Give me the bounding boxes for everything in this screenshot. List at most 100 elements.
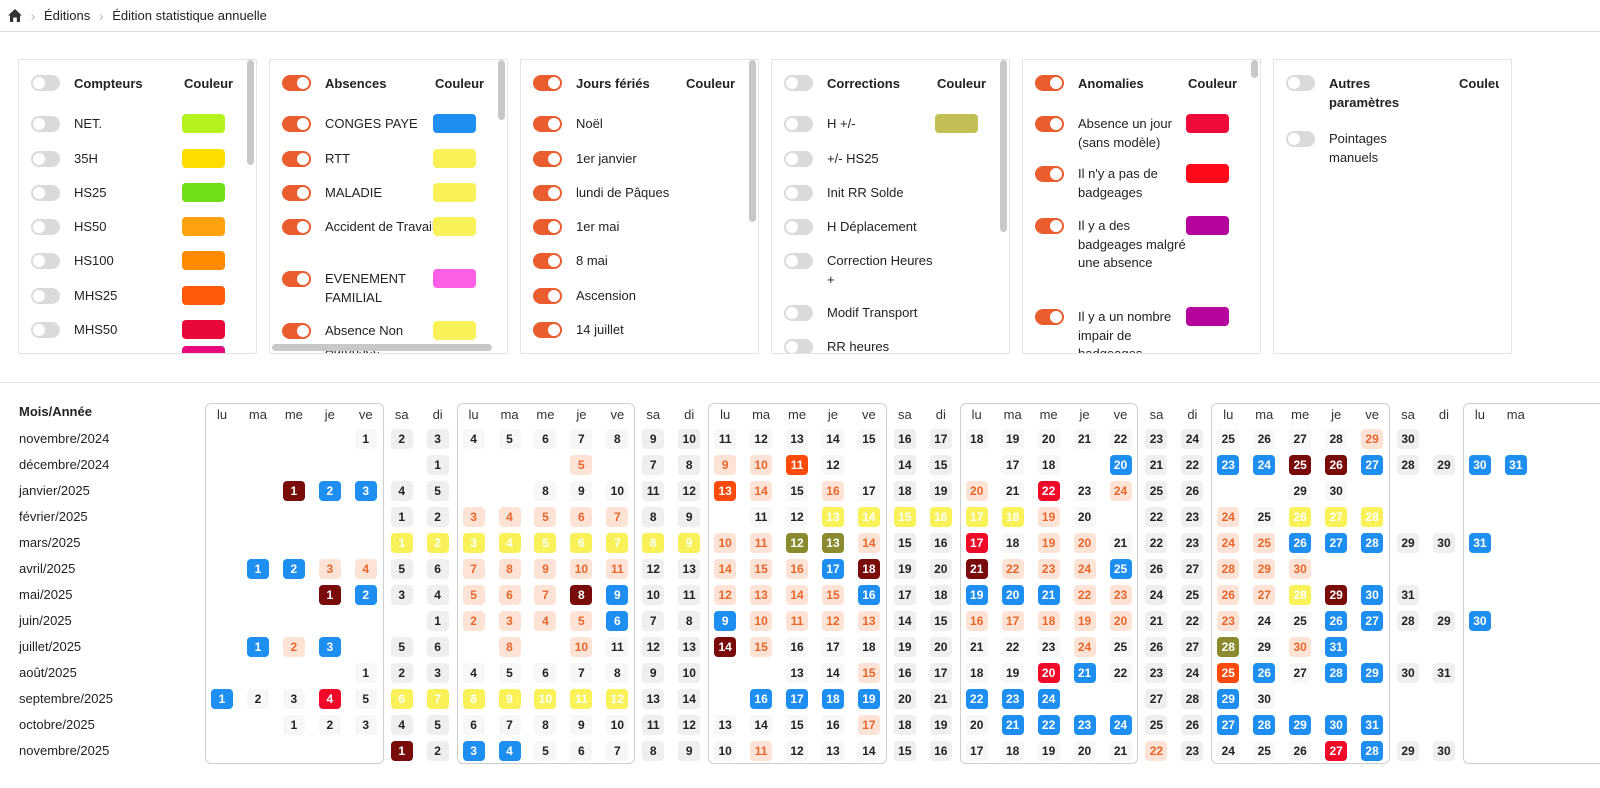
day-cell[interactable]: 22 — [965, 689, 988, 709]
day-cell[interactable]: 30 — [1289, 559, 1312, 579]
day-cell[interactable]: 30 — [1289, 637, 1312, 657]
day-cell[interactable]: 26 — [1325, 611, 1348, 631]
day-cell[interactable]: 15 — [929, 455, 952, 475]
day-cell[interactable]: 24 — [1217, 507, 1240, 527]
day-cell[interactable]: 26 — [1181, 481, 1204, 501]
day-cell[interactable]: 21 — [1037, 585, 1060, 605]
day-cell[interactable]: 17 — [965, 507, 988, 527]
item-toggle[interactable] — [1286, 131, 1315, 147]
day-cell[interactable]: 23 — [1181, 507, 1204, 527]
day-cell[interactable]: 3 — [282, 689, 305, 709]
day-cell[interactable]: 25 — [1253, 741, 1276, 761]
day-cell[interactable]: 27 — [1289, 429, 1312, 449]
day-cell[interactable]: 28 — [1217, 559, 1240, 579]
day-cell[interactable]: 3 — [462, 741, 485, 761]
day-cell[interactable]: 10 — [714, 741, 737, 761]
day-cell[interactable]: 1 — [318, 585, 341, 605]
item-toggle[interactable] — [533, 253, 562, 269]
day-cell[interactable]: 28 — [1325, 429, 1348, 449]
day-cell[interactable]: 4 — [462, 663, 485, 683]
day-cell[interactable]: 8 — [642, 507, 665, 527]
day-cell[interactable]: 3 — [462, 533, 485, 553]
day-cell[interactable]: 15 — [821, 585, 844, 605]
day-cell[interactable]: 24 — [1073, 637, 1096, 657]
day-cell[interactable]: 23 — [1217, 611, 1240, 631]
day-cell[interactable]: 26 — [1181, 715, 1204, 735]
day-cell[interactable]: 29 — [1289, 481, 1312, 501]
vertical-scrollbar[interactable] — [749, 60, 756, 222]
day-cell[interactable]: 20 — [929, 559, 952, 579]
panel-toggle[interactable] — [1286, 75, 1315, 91]
item-toggle[interactable] — [282, 271, 311, 287]
day-cell[interactable]: 25 — [1217, 663, 1240, 683]
day-cell[interactable]: 2 — [282, 559, 305, 579]
day-cell[interactable]: 6 — [570, 741, 593, 761]
day-cell[interactable]: 7 — [534, 585, 557, 605]
day-cell[interactable]: 10 — [642, 585, 665, 605]
item-toggle[interactable] — [1035, 166, 1064, 182]
day-cell[interactable]: 9 — [714, 455, 737, 475]
day-cell[interactable]: 22 — [1001, 559, 1024, 579]
day-cell[interactable]: 1 — [246, 559, 269, 579]
day-cell[interactable]: 1 — [354, 429, 377, 449]
day-cell[interactable]: 12 — [642, 637, 665, 657]
day-cell[interactable]: 9 — [642, 429, 665, 449]
day-cell[interactable]: 14 — [750, 481, 773, 501]
color-swatch[interactable] — [433, 217, 476, 236]
day-cell[interactable]: 27 — [1325, 741, 1348, 761]
day-cell[interactable]: 17 — [893, 585, 916, 605]
day-cell[interactable]: 12 — [642, 559, 665, 579]
day-cell[interactable]: 8 — [606, 663, 629, 683]
day-cell[interactable]: 8 — [606, 429, 629, 449]
item-toggle[interactable] — [282, 219, 311, 235]
day-cell[interactable]: 6 — [390, 689, 413, 709]
day-cell[interactable]: 27 — [1361, 455, 1384, 475]
day-cell[interactable]: 18 — [893, 481, 916, 501]
day-cell[interactable]: 29 — [1253, 637, 1276, 657]
day-cell[interactable]: 21 — [929, 689, 952, 709]
day-cell[interactable]: 8 — [678, 455, 701, 475]
day-cell[interactable]: 10 — [534, 689, 557, 709]
day-cell[interactable]: 21 — [1073, 429, 1096, 449]
item-toggle[interactable] — [784, 219, 813, 235]
day-cell[interactable]: 22 — [1145, 533, 1168, 553]
day-cell[interactable]: 13 — [642, 689, 665, 709]
day-cell[interactable]: 17 — [857, 481, 880, 501]
day-cell[interactable]: 17 — [965, 741, 988, 761]
day-cell[interactable]: 4 — [390, 715, 413, 735]
day-cell[interactable]: 23 — [1109, 585, 1132, 605]
day-cell[interactable]: 3 — [462, 507, 485, 527]
item-toggle[interactable] — [31, 185, 60, 201]
day-cell[interactable]: 10 — [606, 481, 629, 501]
day-cell[interactable]: 12 — [786, 533, 809, 553]
day-cell[interactable]: 24 — [1037, 689, 1060, 709]
day-cell[interactable]: 28 — [1217, 637, 1240, 657]
day-cell[interactable]: 5 — [534, 741, 557, 761]
day-cell[interactable]: 7 — [606, 507, 629, 527]
day-cell[interactable]: 14 — [893, 611, 916, 631]
day-cell[interactable]: 13 — [678, 637, 701, 657]
color-swatch[interactable] — [182, 286, 225, 305]
day-cell[interactable]: 25 — [1253, 533, 1276, 553]
item-toggle[interactable] — [282, 185, 311, 201]
day-cell[interactable]: 11 — [750, 741, 773, 761]
day-cell[interactable]: 25 — [1109, 637, 1132, 657]
day-cell[interactable]: 6 — [570, 507, 593, 527]
day-cell[interactable]: 30 — [1253, 689, 1276, 709]
day-cell[interactable]: 13 — [821, 507, 844, 527]
day-cell[interactable]: 23 — [1073, 715, 1096, 735]
day-cell[interactable]: 11 — [642, 481, 665, 501]
day-cell[interactable]: 3 — [354, 715, 377, 735]
day-cell[interactable]: 6 — [570, 533, 593, 553]
day-cell[interactable]: 16 — [965, 611, 988, 631]
day-cell[interactable]: 26 — [1289, 741, 1312, 761]
day-cell[interactable]: 18 — [893, 715, 916, 735]
day-cell[interactable]: 24 — [1181, 663, 1204, 683]
day-cell[interactable]: 23 — [1181, 741, 1204, 761]
day-cell[interactable]: 8 — [534, 715, 557, 735]
day-cell[interactable]: 6 — [606, 611, 629, 631]
color-swatch[interactable] — [433, 269, 476, 288]
day-cell[interactable]: 28 — [1361, 741, 1384, 761]
day-cell[interactable]: 20 — [1109, 611, 1132, 631]
day-cell[interactable]: 4 — [462, 429, 485, 449]
